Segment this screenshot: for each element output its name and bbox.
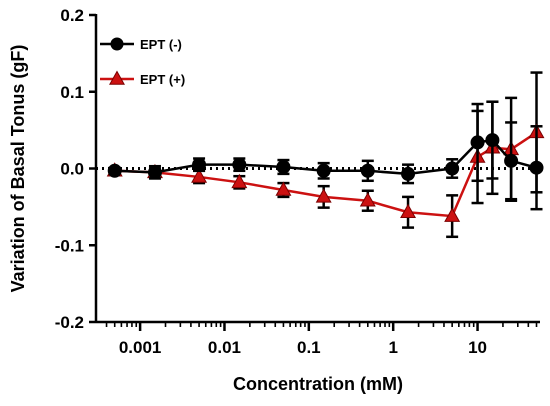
data-point-triangle [275, 181, 292, 196]
data-point-circle [107, 163, 122, 178]
data-point-circle [529, 160, 544, 175]
data-point-circle [470, 135, 485, 150]
x-tick-label: 10 [468, 338, 487, 357]
x-tick-label: 0.01 [208, 338, 241, 357]
x-tick-label: 0.1 [297, 338, 321, 357]
legend-item-ept-minus: EPT (-) [100, 37, 182, 52]
data-point-circle [316, 163, 331, 178]
data-point-circle [276, 159, 291, 174]
legend-marker-circle [110, 37, 124, 51]
data-point-circle [232, 157, 247, 172]
legend-marker-triangle [109, 70, 125, 85]
legend-label-ept-plus: EPT (+) [140, 72, 185, 87]
data-point-triangle [400, 203, 417, 218]
data-point-circle [504, 153, 519, 168]
data-point-triangle [231, 173, 248, 189]
y-axis-title: Variation of Basal Tonus (gF) [8, 45, 28, 293]
legend-label-ept-minus: EPT (-) [140, 37, 182, 52]
legend: EPT (-) EPT (+) [100, 37, 185, 87]
y-tick-label: -0.2 [55, 313, 84, 332]
data-point-circle [445, 161, 460, 176]
y-tick-label: 0.2 [60, 6, 84, 25]
data-point-circle [401, 166, 416, 181]
ticks: 0.2 0.1 0.0 -0.1 -0.2 0.001 0.01 0.1 1 10 [55, 6, 538, 357]
y-tick-label: -0.1 [55, 236, 84, 255]
x-axis-title: Concentration (mM) [233, 374, 403, 394]
x-tick-label: 0.001 [119, 338, 162, 357]
data-point-circle [192, 157, 207, 172]
data-point-circle [147, 165, 162, 180]
data-point-triangle [359, 192, 376, 207]
y-tick-label: 0.0 [60, 160, 84, 179]
y-tick-label: 0.1 [60, 83, 84, 102]
x-tick-label: 1 [388, 338, 397, 357]
data-point-triangle [191, 168, 208, 183]
legend-item-ept-plus: EPT (+) [100, 70, 185, 87]
data-point-circle [360, 163, 375, 178]
series-ept-minus [107, 100, 544, 211]
plot-area [96, 71, 545, 239]
data-point-triangle [315, 188, 332, 203]
data-point-circle [485, 133, 500, 148]
data-point-triangle [444, 207, 461, 222]
